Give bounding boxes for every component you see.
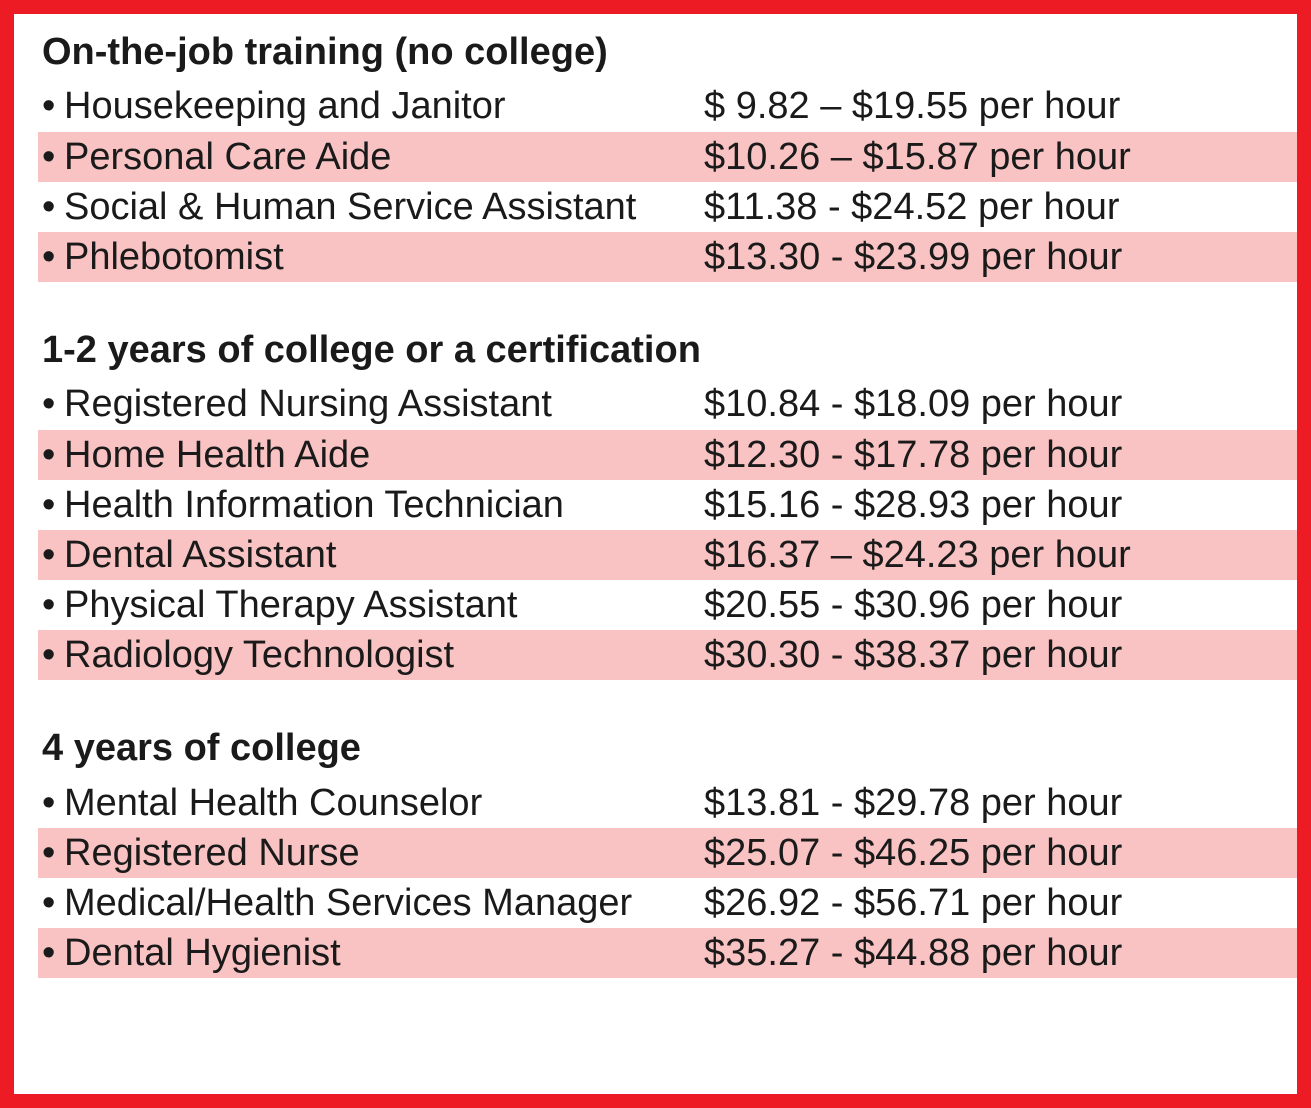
bullet-icon: • bbox=[42, 132, 64, 182]
job-label: Medical/Health Services Manager bbox=[64, 882, 632, 924]
bullet-icon: • bbox=[42, 630, 64, 680]
wage-cell: $20.55 - $30.96 per hour bbox=[704, 580, 1297, 630]
wage-cell: $35.27 - $44.88 per hour bbox=[704, 928, 1297, 978]
wage-cell: $15.16 - $28.93 per hour bbox=[704, 480, 1297, 530]
bullet-icon: • bbox=[42, 81, 64, 131]
section-on-the-job: On-the-job training (no college) •Housek… bbox=[38, 28, 1297, 282]
job-cell: •Housekeeping and Janitor bbox=[38, 81, 704, 131]
job-label: Health Information Technician bbox=[64, 484, 564, 526]
wage-cell: $12.30 - $17.78 per hour bbox=[704, 430, 1297, 480]
wage-table-inner: On-the-job training (no college) •Housek… bbox=[14, 14, 1297, 992]
job-cell: •Registered Nursing Assistant bbox=[38, 379, 704, 429]
wage-cell: $26.92 - $56.71 per hour bbox=[704, 878, 1297, 928]
section-title: On-the-job training (no college) bbox=[38, 28, 1297, 77]
table-row: •Housekeeping and Janitor $ 9.82 – $19.5… bbox=[38, 81, 1297, 131]
wage-table-card: On-the-job training (no college) •Housek… bbox=[0, 0, 1311, 1108]
job-label: Social & Human Service Assistant bbox=[64, 186, 636, 228]
job-label: Housekeeping and Janitor bbox=[64, 85, 506, 127]
wage-cell: $16.37 – $24.23 per hour bbox=[704, 530, 1297, 580]
job-label: Phlebotomist bbox=[64, 236, 284, 278]
job-cell: •Registered Nurse bbox=[38, 828, 704, 878]
job-cell: •Medical/Health Services Manager bbox=[38, 878, 704, 928]
job-cell: •Phlebotomist bbox=[38, 232, 704, 282]
table-row: •Social & Human Service Assistant $11.38… bbox=[38, 182, 1297, 232]
job-label: Dental Hygienist bbox=[64, 932, 341, 974]
bullet-icon: • bbox=[42, 379, 64, 429]
job-cell: •Social & Human Service Assistant bbox=[38, 182, 704, 232]
bullet-icon: • bbox=[42, 530, 64, 580]
table-row: •Dental Assistant $16.37 – $24.23 per ho… bbox=[38, 530, 1297, 580]
section-4-years: 4 years of college •Mental Health Counse… bbox=[38, 724, 1297, 978]
bullet-icon: • bbox=[42, 828, 64, 878]
table-row: •Home Health Aide $12.30 - $17.78 per ho… bbox=[38, 430, 1297, 480]
table-row: •Personal Care Aide $10.26 – $15.87 per … bbox=[38, 132, 1297, 182]
bullet-icon: • bbox=[42, 928, 64, 978]
bullet-icon: • bbox=[42, 480, 64, 530]
job-cell: •Personal Care Aide bbox=[38, 132, 704, 182]
job-cell: •Dental Hygienist bbox=[38, 928, 704, 978]
wage-cell: $10.26 – $15.87 per hour bbox=[704, 132, 1297, 182]
wage-cell: $13.30 - $23.99 per hour bbox=[704, 232, 1297, 282]
section-title: 1-2 years of college or a certification bbox=[38, 326, 1297, 375]
bullet-icon: • bbox=[42, 580, 64, 630]
section-1-2-years: 1-2 years of college or a certification … bbox=[38, 326, 1297, 680]
bullet-icon: • bbox=[42, 878, 64, 928]
bullet-icon: • bbox=[42, 232, 64, 282]
table-row: •Medical/Health Services Manager $26.92 … bbox=[38, 878, 1297, 928]
job-cell: •Health Information Technician bbox=[38, 480, 704, 530]
bullet-icon: • bbox=[42, 430, 64, 480]
job-label: Mental Health Counselor bbox=[64, 782, 482, 824]
table-row: •Physical Therapy Assistant $20.55 - $30… bbox=[38, 580, 1297, 630]
table-row: •Health Information Technician $15.16 - … bbox=[38, 480, 1297, 530]
table-row: •Radiology Technologist $30.30 - $38.37 … bbox=[38, 630, 1297, 680]
job-cell: •Dental Assistant bbox=[38, 530, 704, 580]
job-label: Registered Nursing Assistant bbox=[64, 383, 552, 425]
wage-cell: $11.38 - $24.52 per hour bbox=[704, 182, 1297, 232]
table-row: •Registered Nursing Assistant $10.84 - $… bbox=[38, 379, 1297, 429]
table-row: •Mental Health Counselor $13.81 - $29.78… bbox=[38, 778, 1297, 828]
wage-cell: $30.30 - $38.37 per hour bbox=[704, 630, 1297, 680]
section-title: 4 years of college bbox=[38, 724, 1297, 773]
job-cell: •Home Health Aide bbox=[38, 430, 704, 480]
table-row: •Dental Hygienist $35.27 - $44.88 per ho… bbox=[38, 928, 1297, 978]
job-label: Radiology Technologist bbox=[64, 634, 454, 676]
table-row: •Registered Nurse $25.07 - $46.25 per ho… bbox=[38, 828, 1297, 878]
job-label: Dental Assistant bbox=[64, 534, 336, 576]
job-label: Home Health Aide bbox=[64, 434, 370, 476]
job-label: Personal Care Aide bbox=[64, 136, 391, 178]
job-cell: •Radiology Technologist bbox=[38, 630, 704, 680]
wage-cell: $25.07 - $46.25 per hour bbox=[704, 828, 1297, 878]
job-cell: •Physical Therapy Assistant bbox=[38, 580, 704, 630]
table-row: •Phlebotomist $13.30 - $23.99 per hour bbox=[38, 232, 1297, 282]
job-cell: •Mental Health Counselor bbox=[38, 778, 704, 828]
job-label: Registered Nurse bbox=[64, 832, 360, 874]
wage-cell: $10.84 - $18.09 per hour bbox=[704, 379, 1297, 429]
wage-cell: $13.81 - $29.78 per hour bbox=[704, 778, 1297, 828]
wage-cell: $ 9.82 – $19.55 per hour bbox=[704, 81, 1297, 131]
bullet-icon: • bbox=[42, 778, 64, 828]
job-label: Physical Therapy Assistant bbox=[64, 584, 517, 626]
bullet-icon: • bbox=[42, 182, 64, 232]
